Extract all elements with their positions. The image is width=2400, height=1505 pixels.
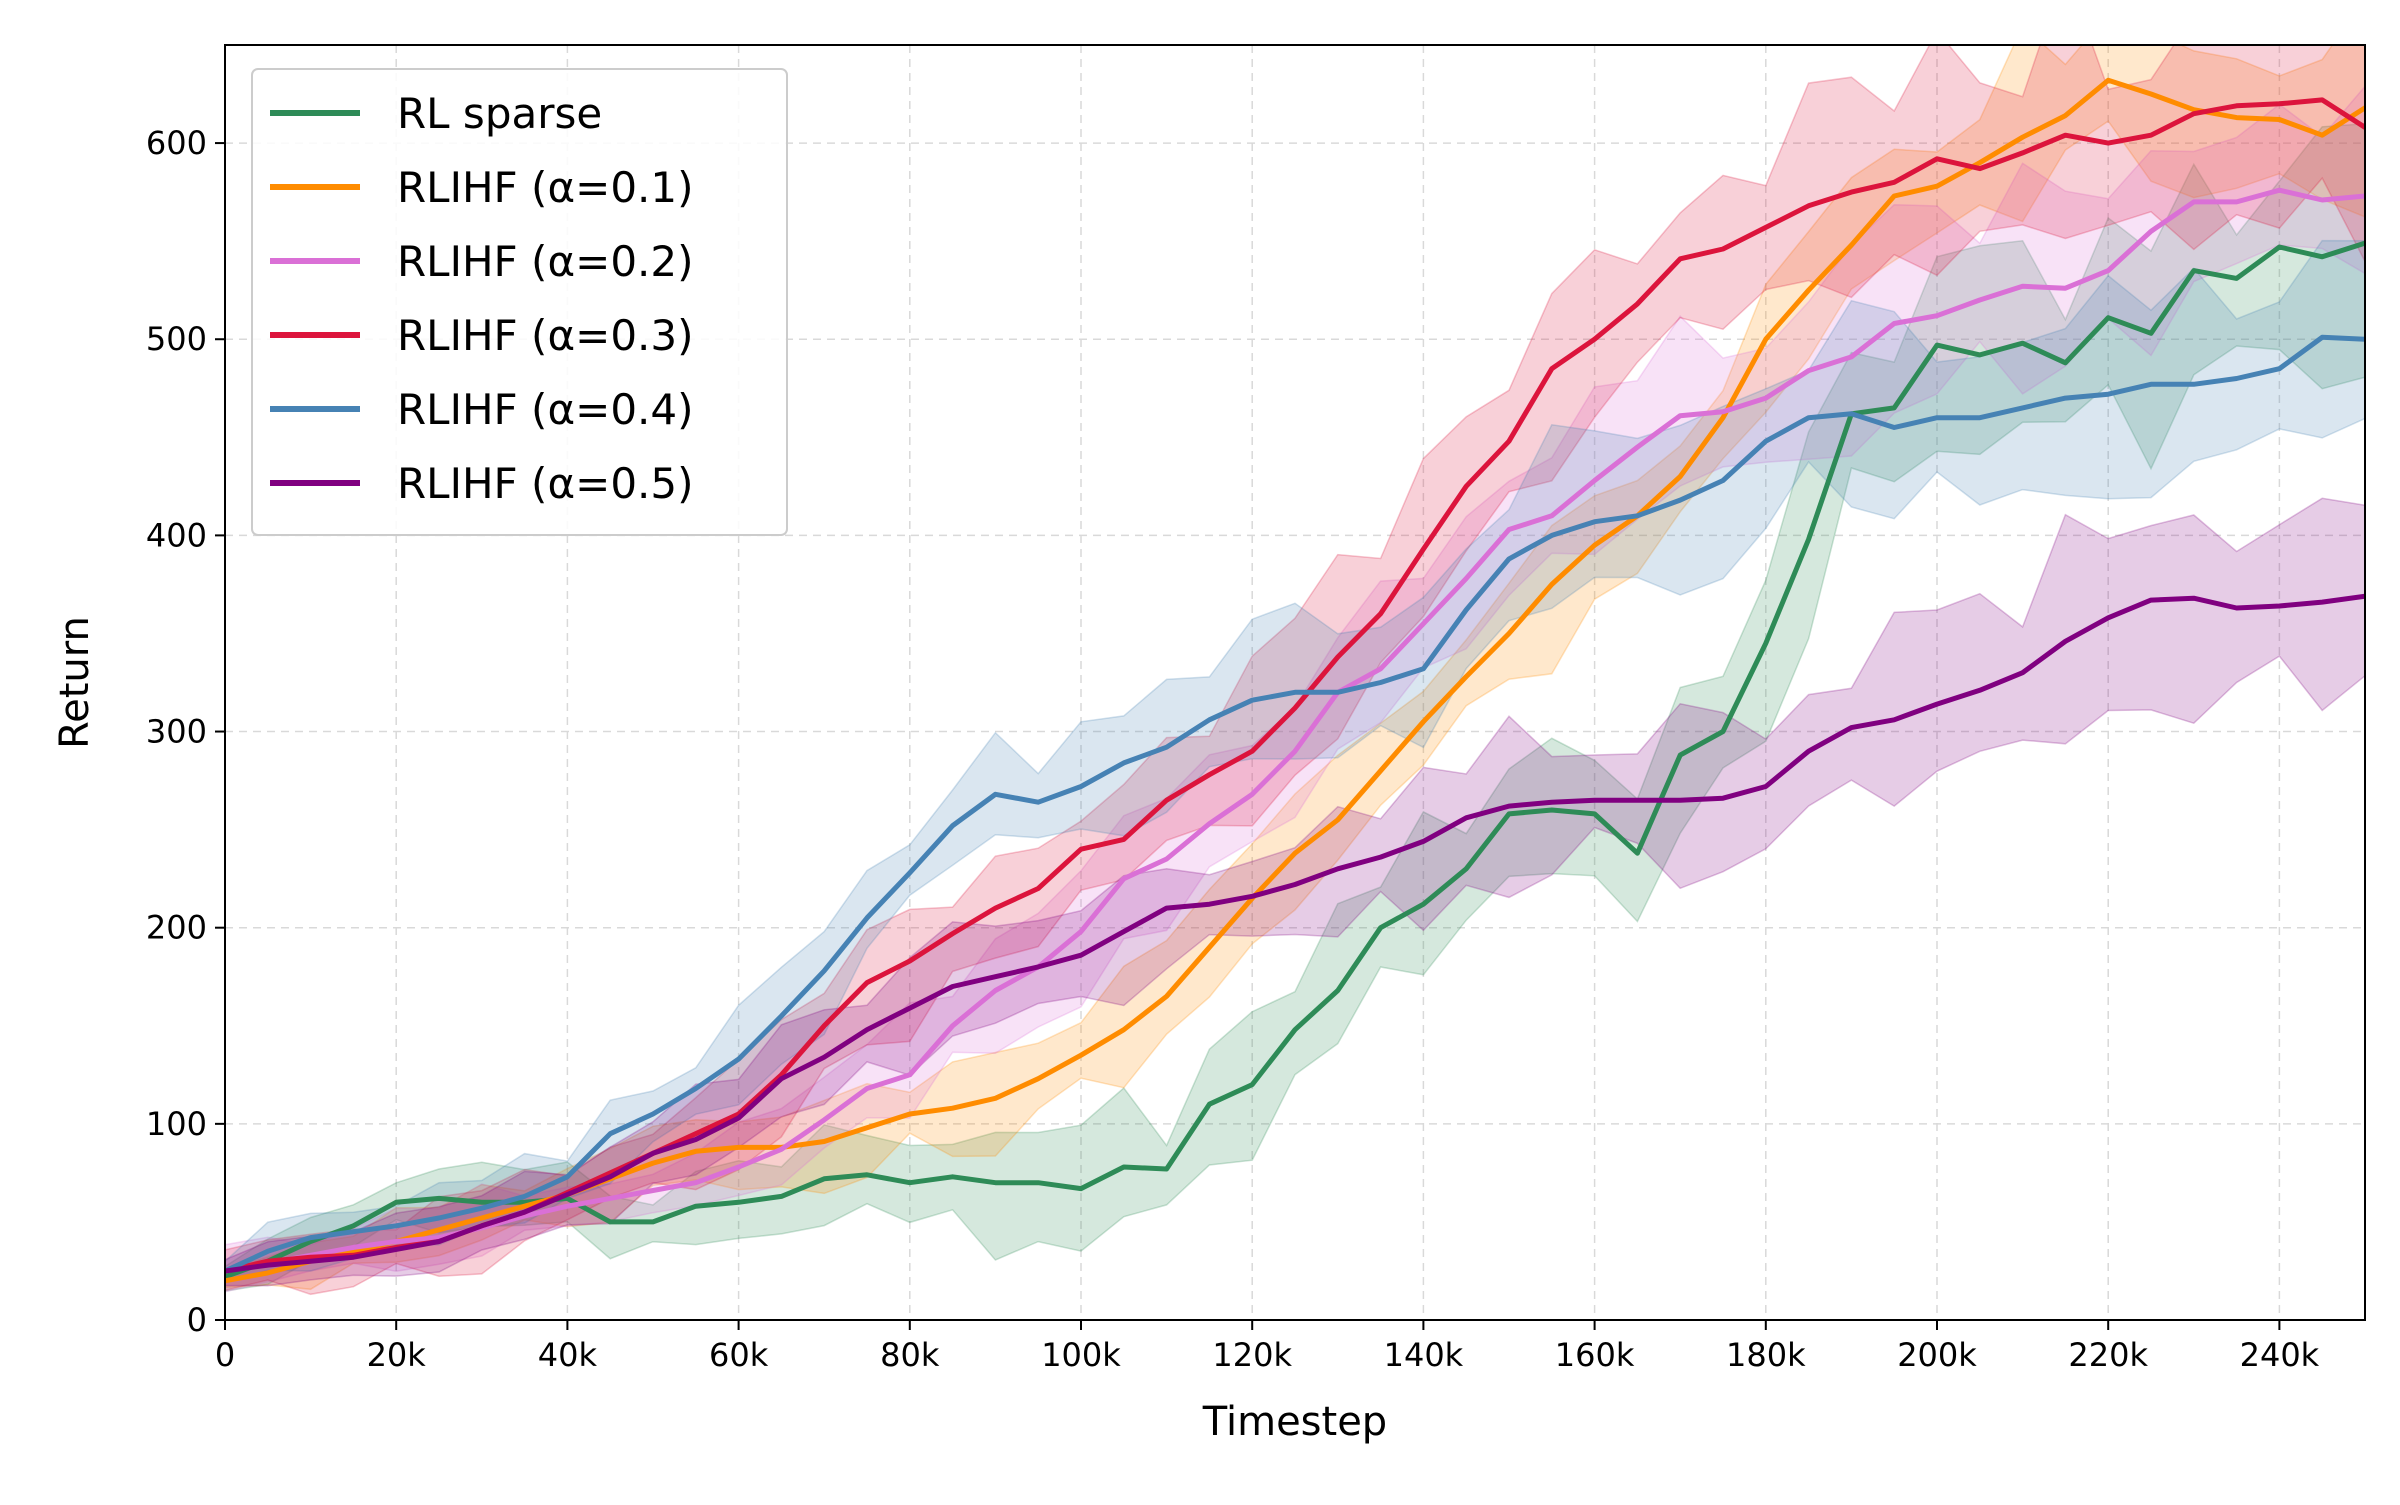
x-tick-label: 180k bbox=[1726, 1336, 1806, 1374]
x-tick-label: 200k bbox=[1897, 1336, 1977, 1374]
legend-box bbox=[251, 68, 788, 536]
x-tick-label: 80k bbox=[880, 1336, 940, 1374]
legend-label-1: RLIHF (α=0.1) bbox=[397, 163, 694, 212]
legend: RL sparse RLIHF (α=0.1) RLIHF (α=0.2) RLIHF… bbox=[251, 68, 788, 536]
axis-ticks: 0 20k 40k 60k 80k 100k 120k 140k 160k 180k 200k 220… bbox=[146, 124, 2320, 1374]
legend-label-2: RLIHF (α=0.2) bbox=[397, 237, 694, 286]
series-band-3 bbox=[225, 45, 2365, 1296]
x-tick-label: 20k bbox=[367, 1336, 427, 1374]
y-tick-label: 0 bbox=[187, 1301, 207, 1339]
y-tick-label: 100 bbox=[146, 1105, 207, 1143]
legend-label-5: RLIHF (α=0.5) bbox=[397, 459, 694, 508]
x-axis-label: Timestep bbox=[1202, 1399, 1387, 1445]
legend-label-3: RLIHF (α=0.3) bbox=[397, 311, 694, 360]
x-tick-label: 60k bbox=[709, 1336, 769, 1374]
x-tick-label: 0 bbox=[215, 1336, 235, 1374]
y-axis-label: Return bbox=[52, 616, 98, 749]
legend-label-4: RLIHF (α=0.4) bbox=[397, 385, 694, 434]
x-tick-label: 120k bbox=[1212, 1336, 1292, 1374]
x-tick-label: 40k bbox=[538, 1336, 598, 1374]
series-lines bbox=[225, 77, 2365, 1284]
series-line-2 bbox=[225, 187, 2365, 1274]
series-band-4 bbox=[225, 239, 2365, 1283]
plot-frame bbox=[224, 44, 2366, 1321]
series-line-0 bbox=[225, 240, 2365, 1280]
y-tick-label: 600 bbox=[146, 124, 207, 162]
x-tick-label: 140k bbox=[1384, 1336, 1464, 1374]
series-line-4 bbox=[225, 334, 2365, 1274]
x-tick-label: 220k bbox=[2068, 1336, 2148, 1374]
x-tick-label: 240k bbox=[2240, 1336, 2320, 1374]
y-tick-label: 400 bbox=[146, 516, 207, 554]
series-band-1 bbox=[225, 45, 2365, 1291]
x-tick-label: 160k bbox=[1555, 1336, 1635, 1374]
series-band-2 bbox=[225, 85, 2365, 1293]
y-tick-label: 300 bbox=[146, 713, 207, 751]
x-tick-label: 100k bbox=[1041, 1336, 1121, 1374]
series-line-5 bbox=[225, 593, 2365, 1274]
y-tick-label: 500 bbox=[146, 320, 207, 358]
y-tick-label: 200 bbox=[146, 909, 207, 947]
legend-label-0: RL sparse bbox=[397, 89, 602, 138]
